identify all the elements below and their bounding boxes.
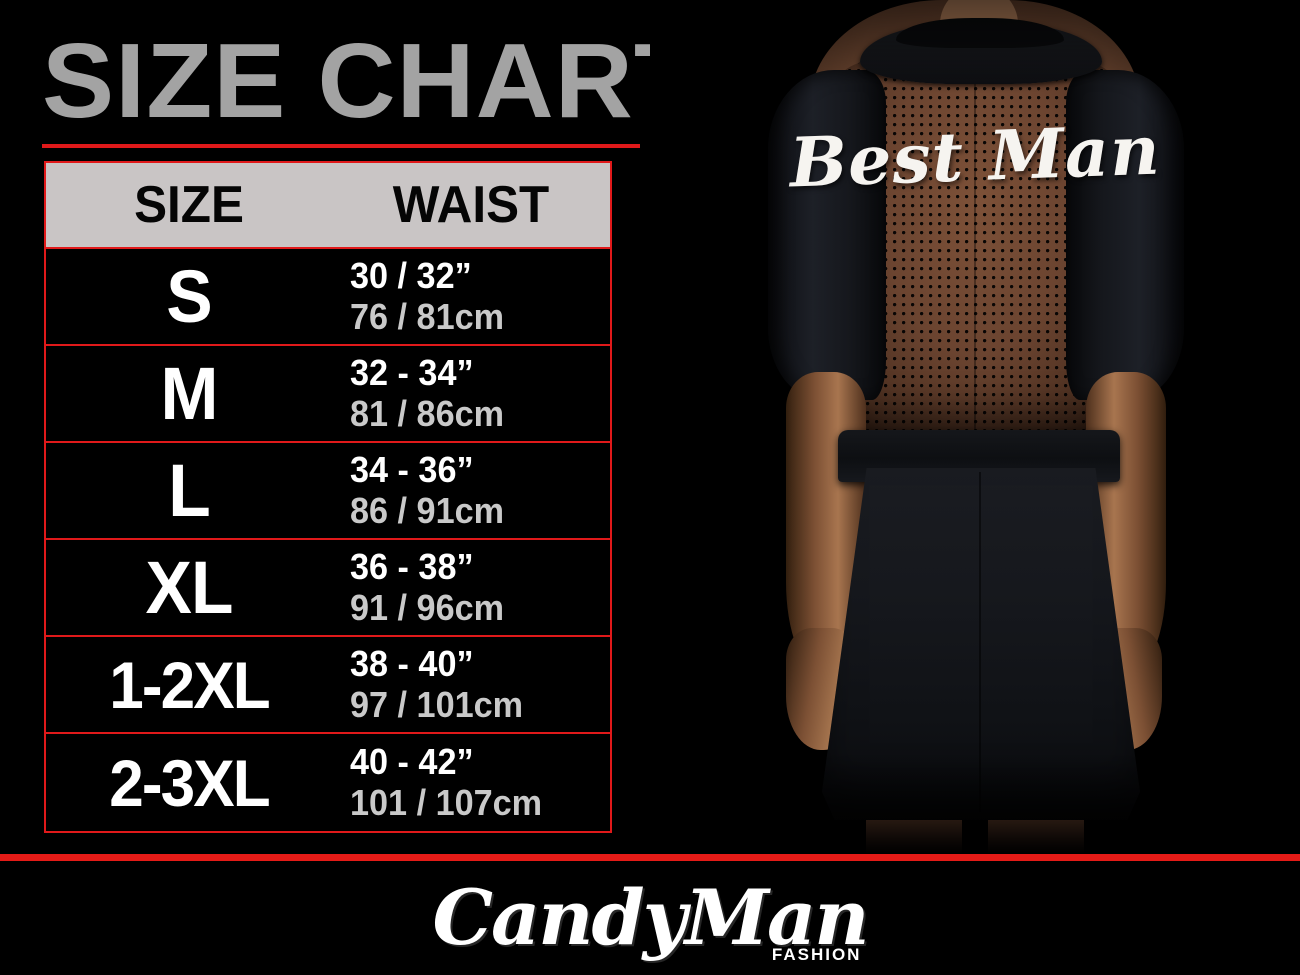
- waist-inches: 40 - 42”: [350, 740, 474, 782]
- table-row: XL 36 - 38” 91 / 96cm: [46, 540, 610, 637]
- waist-inches: 32 - 34”: [350, 351, 474, 393]
- title-underline-rule: [42, 144, 640, 148]
- table-row: 2-3XL 40 - 42” 101 / 107cm: [46, 734, 610, 831]
- waist-inches: 30 / 32”: [350, 254, 472, 296]
- footer-bar: CandyMan FASHION: [0, 861, 1300, 975]
- column-header-waist: WAIST: [392, 176, 550, 234]
- waist-centimeters: 97 / 101cm: [350, 683, 524, 725]
- cell-waist: 40 - 42” 101 / 107cm: [332, 740, 610, 824]
- cell-waist: 34 - 36” 86 / 91cm: [332, 448, 610, 532]
- cell-waist: 38 - 40” 97 / 101cm: [332, 642, 610, 726]
- waist-centimeters: 91 / 96cm: [350, 586, 505, 628]
- waist-centimeters: 81 / 86cm: [350, 392, 505, 434]
- brand-tagline: FASHION: [771, 945, 862, 964]
- table-row: L 34 - 36” 86 / 91cm: [46, 443, 610, 540]
- mesh-center-seam: [974, 70, 976, 430]
- waist-inches: 38 - 40”: [350, 642, 474, 684]
- cell-size: S: [166, 254, 212, 338]
- waist-centimeters: 76 / 81cm: [350, 295, 505, 337]
- cell-size: XL: [145, 545, 233, 629]
- cell-size: 1-2XL: [109, 647, 270, 722]
- table-row: M 32 - 34” 81 / 86cm: [46, 346, 610, 443]
- column-header-size: SIZE: [134, 176, 244, 234]
- sleeve-right: [1066, 70, 1184, 400]
- waist-inches: 34 - 36”: [350, 448, 474, 490]
- brand-logo-inner: CandyMan FASHION: [432, 873, 870, 965]
- waist-centimeters: 86 / 91cm: [350, 489, 505, 531]
- waist-centimeters: 101 / 107cm: [350, 781, 543, 823]
- waist-inches: 36 - 38”: [350, 545, 474, 587]
- cell-size: L: [168, 448, 210, 532]
- cell-waist: 32 - 34” 81 / 86cm: [332, 351, 610, 435]
- brand-logo: CandyMan FASHION: [0, 861, 1300, 975]
- brand-name: CandyMan: [432, 873, 870, 962]
- product-photo: Best Man: [650, 0, 1300, 854]
- page-title: SIZE CHART: [42, 22, 701, 140]
- red-divider-bar: [0, 854, 1300, 861]
- cell-waist: 36 - 38” 91 / 96cm: [332, 545, 610, 629]
- skirt-garment: [822, 468, 1140, 820]
- cell-size: M: [160, 351, 218, 435]
- cell-size: 2-3XL: [109, 745, 270, 820]
- sleeve-left: [768, 70, 886, 400]
- size-chart-panel: SIZE CHART SIZE WAIST S 30 / 32” 76 / 81…: [0, 0, 700, 857]
- table-row: 1-2XL 38 - 40” 97 / 101cm: [46, 637, 610, 734]
- size-table: SIZE WAIST S 30 / 32” 76 / 81cm M 32 - 3…: [44, 161, 612, 833]
- cell-waist: 30 / 32” 76 / 81cm: [332, 254, 610, 338]
- skirt-center-seam: [979, 472, 981, 812]
- table-row: S 30 / 32” 76 / 81cm: [46, 249, 610, 346]
- table-header-row: SIZE WAIST: [46, 163, 610, 249]
